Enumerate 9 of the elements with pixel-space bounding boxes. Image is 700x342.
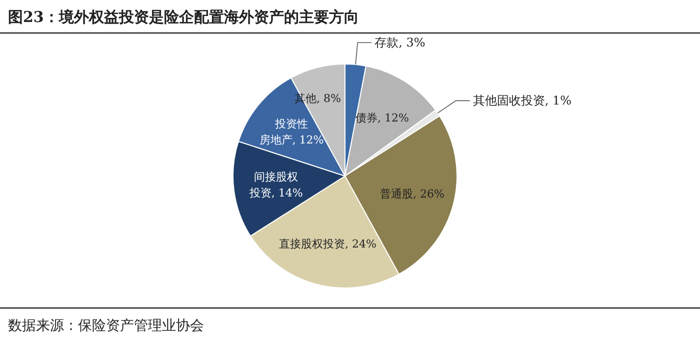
- slice-label: 间接股权投资, 14%: [248, 170, 303, 200]
- slice-label: 其他固收投资, 1%: [472, 94, 572, 108]
- slice-label: 存款, 3%: [374, 36, 426, 50]
- slice-label: 直接股权投资, 24%: [279, 237, 376, 250]
- chart-title: 图23：境外权益投资是险企配置海外资产的主要方向: [8, 8, 359, 26]
- source-note: 数据来源：保险资产管理业协会: [8, 318, 204, 334]
- slice-label: 投资性房地产, 12%: [259, 118, 324, 147]
- slice-label: 债券, 12%: [355, 111, 409, 124]
- slice-label: 普通股, 26%: [380, 187, 444, 200]
